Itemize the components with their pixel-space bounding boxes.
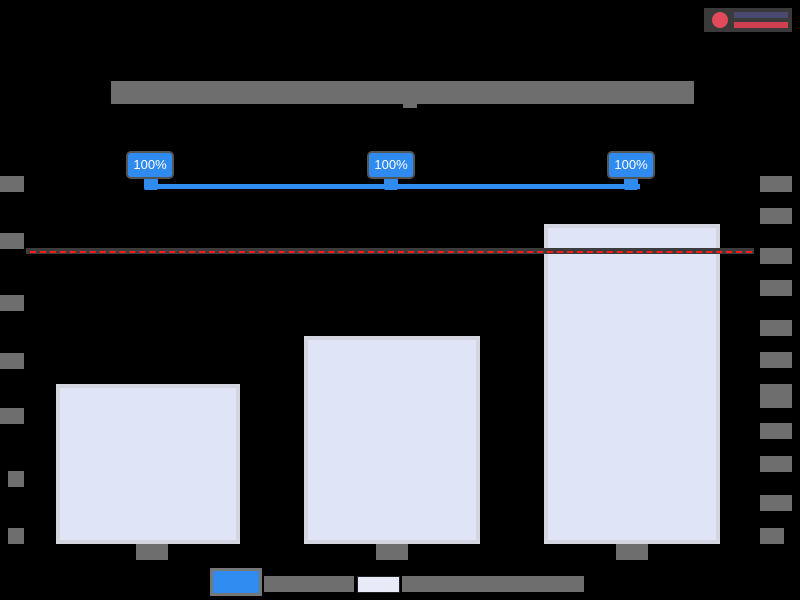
right-axis-label xyxy=(760,176,792,192)
left-axis-label xyxy=(0,353,24,369)
right-axis-label xyxy=(760,208,792,224)
legend-swatch-bars[interactable] xyxy=(357,576,400,593)
brand-logo xyxy=(704,8,792,32)
legend-label-rate xyxy=(264,576,354,592)
rate-label: 100% xyxy=(128,153,172,177)
x-axis-label xyxy=(616,544,648,560)
right-axis-label xyxy=(760,280,792,296)
target-line xyxy=(30,251,752,253)
x-axis-label xyxy=(136,544,168,560)
left-axis-label xyxy=(8,528,24,544)
right-axis-label xyxy=(760,384,792,408)
right-axis-label xyxy=(760,528,784,544)
x-axis-label xyxy=(376,544,408,560)
right-axis-label xyxy=(760,320,792,336)
right-axis-label xyxy=(760,423,792,439)
left-axis-label xyxy=(0,295,24,311)
right-axis-label xyxy=(760,456,792,472)
logo-icon xyxy=(712,12,728,28)
right-axis-label xyxy=(760,248,792,264)
left-axis-label xyxy=(8,471,24,487)
bar-3[interactable] xyxy=(544,224,720,544)
rate-label: 100% xyxy=(609,153,653,177)
rate-point[interactable] xyxy=(624,178,638,190)
legend-label-bars xyxy=(402,576,584,592)
right-axis-label xyxy=(760,495,792,511)
left-axis-label xyxy=(0,408,24,424)
chart-title-descender xyxy=(403,100,417,108)
logo-text-top xyxy=(734,12,788,18)
left-axis-label xyxy=(0,233,24,249)
legend-swatch-rate[interactable] xyxy=(210,568,262,596)
bar-1[interactable] xyxy=(56,384,240,544)
right-axis-label xyxy=(760,352,792,368)
bar-2[interactable] xyxy=(304,336,480,544)
rate-point[interactable] xyxy=(144,178,158,190)
left-axis-label xyxy=(0,176,24,192)
rate-point[interactable] xyxy=(384,178,398,190)
logo-text-bottom xyxy=(734,22,788,28)
rate-label: 100% xyxy=(369,153,413,177)
chart-title xyxy=(111,81,694,104)
